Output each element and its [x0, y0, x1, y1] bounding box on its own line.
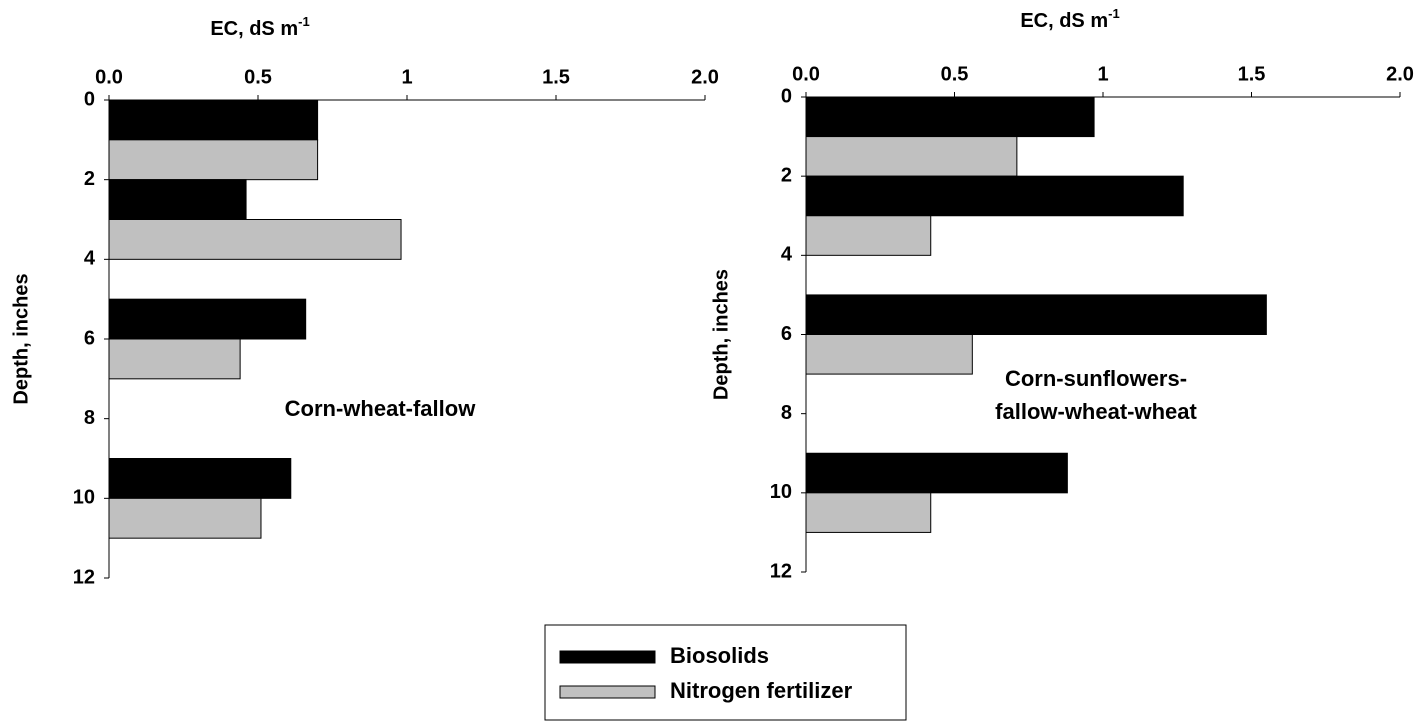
x-tick-label: 1.5: [1238, 63, 1266, 85]
bar: [108, 497, 262, 539]
annotation: Corn-sunflowers-: [1005, 366, 1187, 391]
x-tick-label: 1: [401, 66, 412, 88]
legend-box: [544, 624, 907, 721]
annotation: Corn-wheat-fallow: [285, 396, 477, 421]
legend-label: Biosolids: [670, 643, 769, 668]
bar: [805, 452, 1068, 494]
bar: [805, 175, 1184, 217]
x-tick-label: 1.5: [542, 66, 570, 88]
bar: [108, 338, 241, 380]
bar: [108, 219, 402, 260]
x-tick-label: 2.0: [691, 66, 719, 88]
legend-swatch: [559, 685, 656, 699]
x-axis-label-text: EC, dS m: [1020, 10, 1108, 32]
bar: [805, 215, 932, 256]
x-axis-label: EC, dS m-1: [210, 14, 309, 40]
x-axis-label-sup: -1: [1108, 6, 1120, 21]
annotation: fallow-wheat-wheat: [995, 399, 1197, 424]
y-tick-label: 8: [84, 407, 95, 429]
bar: [805, 334, 973, 375]
x-axis-label-sup: -1: [298, 14, 310, 29]
bar: [108, 179, 247, 221]
x-tick-label: 2.0: [1386, 63, 1414, 85]
bar: [805, 136, 1018, 177]
bar: [108, 139, 319, 181]
y-tick-label: 6: [84, 327, 95, 349]
x-tick-label: 0.5: [941, 63, 969, 85]
y-tick-label: 0: [781, 85, 792, 107]
legend-swatch: [559, 650, 656, 664]
y-axis-label: Depth, inches: [710, 269, 732, 400]
y-tick-label: 10: [73, 487, 95, 509]
y-tick-label: 0: [84, 88, 95, 110]
x-axis-label-text: EC, dS m: [210, 18, 298, 40]
y-tick-label: 2: [781, 164, 792, 186]
y-tick-label: 2: [84, 168, 95, 190]
bar: [805, 96, 1095, 138]
bar: [805, 294, 1267, 335]
bar: [805, 492, 932, 533]
y-tick-label: 4: [781, 244, 793, 266]
x-axis-label: EC, dS m-1: [1020, 6, 1119, 32]
x-tick-label: 1: [1097, 63, 1108, 85]
x-tick-label: 0.5: [244, 66, 272, 88]
bar: [108, 458, 292, 499]
y-axis-label: Depth, inches: [10, 273, 32, 404]
bar: [108, 99, 319, 141]
y-tick-label: 12: [73, 566, 95, 588]
legend-label: Nitrogen fertilizer: [670, 678, 853, 703]
x-tick-label: 0.0: [792, 63, 820, 85]
bar: [108, 298, 307, 340]
x-tick-label: 0.0: [95, 66, 123, 88]
y-tick-label: 8: [781, 402, 792, 424]
y-tick-label: 6: [781, 323, 792, 345]
y-tick-label: 4: [84, 248, 96, 270]
y-tick-label: 10: [770, 481, 792, 503]
y-tick-label: 12: [770, 560, 792, 582]
